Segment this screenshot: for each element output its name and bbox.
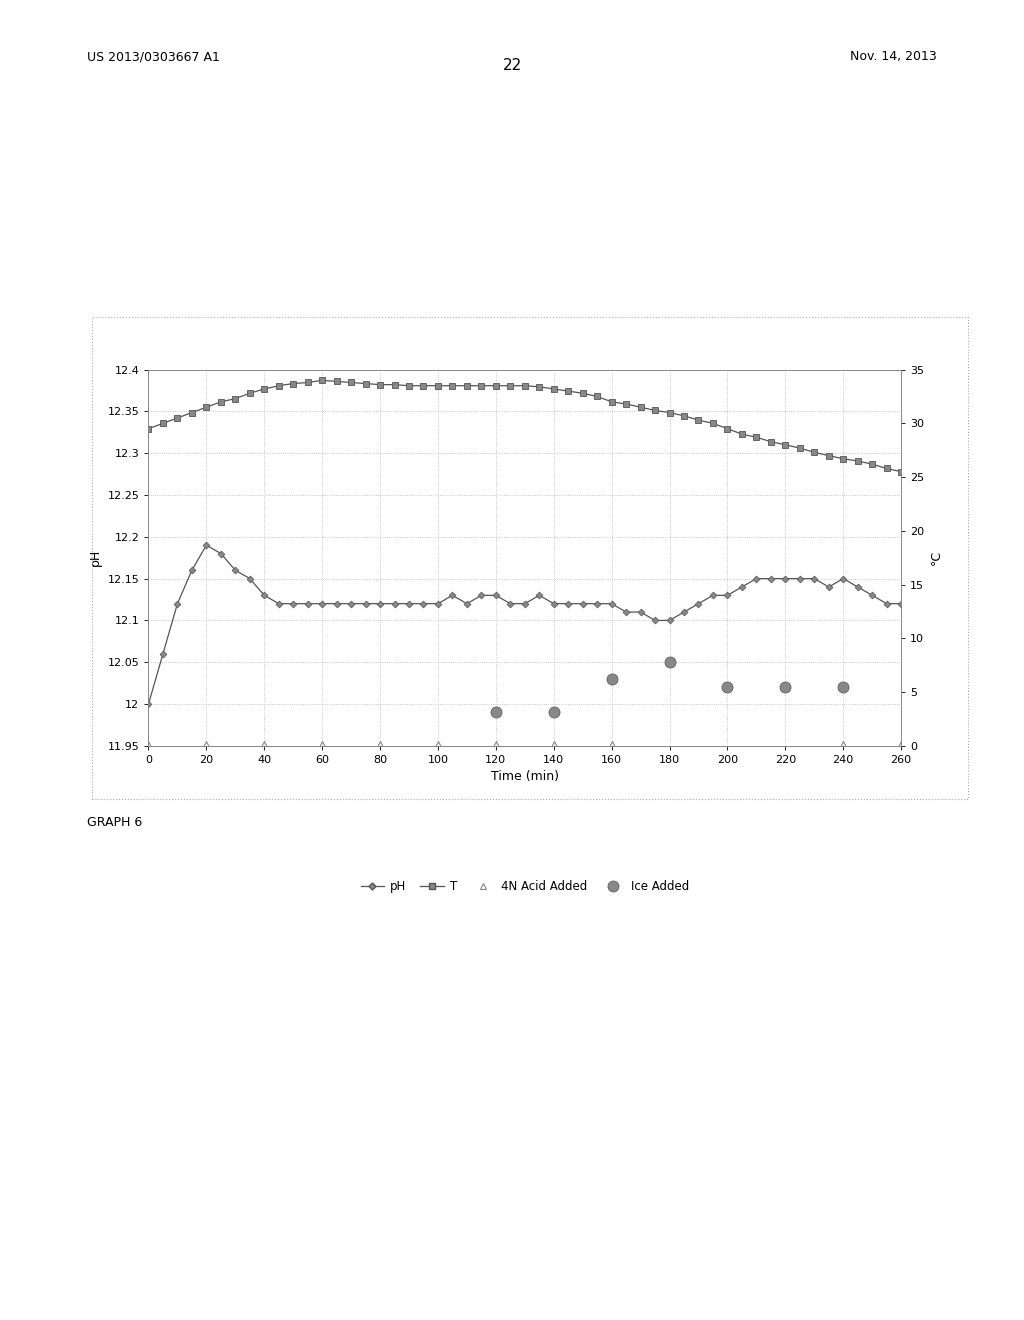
Y-axis label: °C: °C bbox=[930, 550, 943, 565]
X-axis label: Time (min): Time (min) bbox=[490, 771, 559, 783]
Text: 22: 22 bbox=[503, 58, 521, 73]
Y-axis label: pH: pH bbox=[89, 549, 102, 566]
Legend: pH, T, 4N Acid Added, Ice Added: pH, T, 4N Acid Added, Ice Added bbox=[355, 875, 694, 898]
Text: GRAPH 6: GRAPH 6 bbox=[87, 816, 142, 829]
Text: Nov. 14, 2013: Nov. 14, 2013 bbox=[850, 50, 937, 63]
Text: US 2013/0303667 A1: US 2013/0303667 A1 bbox=[87, 50, 220, 63]
